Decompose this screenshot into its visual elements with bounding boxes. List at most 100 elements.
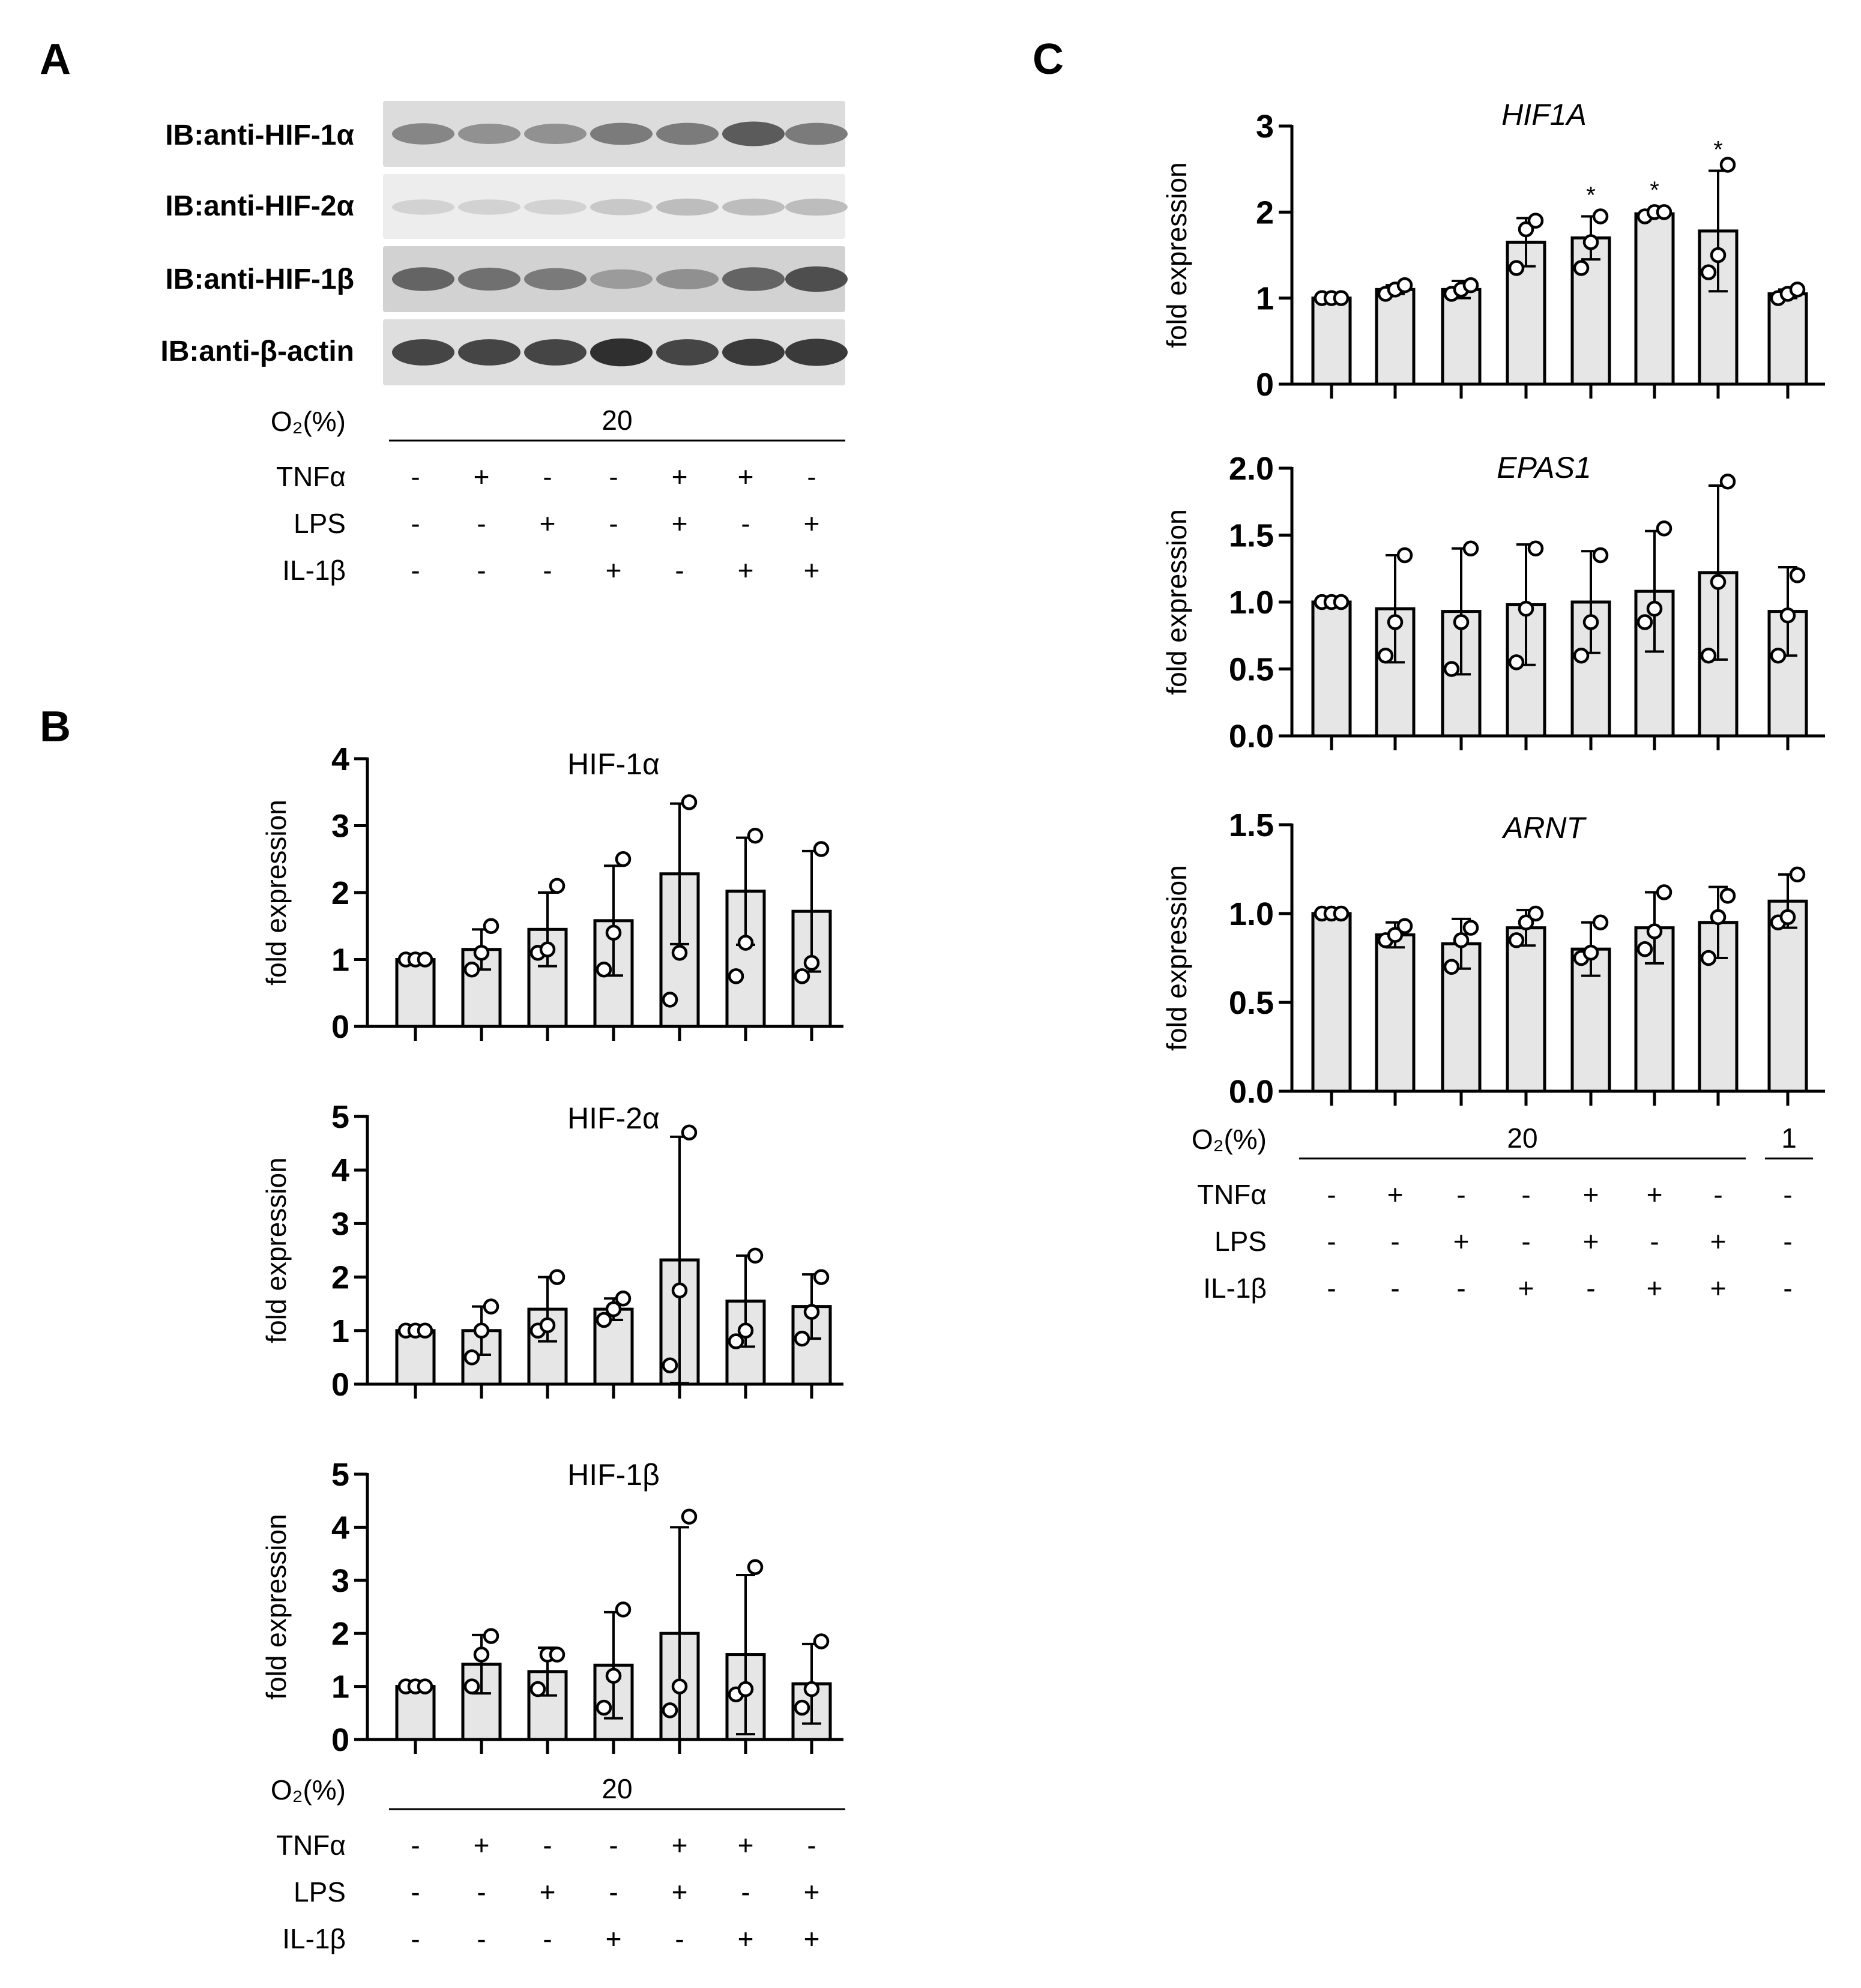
c-cond-mark: - bbox=[1327, 1179, 1336, 1210]
a-cond-mark: - bbox=[477, 508, 486, 539]
blot-band bbox=[722, 339, 785, 366]
data-point bbox=[1789, 866, 1806, 883]
chart-title: HIF-1β bbox=[567, 1458, 660, 1492]
a-cond-mark: - bbox=[741, 508, 750, 539]
blot-band bbox=[458, 124, 520, 144]
a-cond-mark: - bbox=[543, 461, 552, 492]
c-cond-mark: + bbox=[1453, 1226, 1470, 1257]
b-cond-mark: - bbox=[543, 1830, 552, 1861]
chart-title: HIF-2α bbox=[567, 1101, 660, 1135]
blot-band bbox=[722, 267, 785, 291]
data-point bbox=[1527, 540, 1544, 557]
data-point bbox=[1396, 918, 1413, 934]
b-cond-mark: - bbox=[807, 1830, 816, 1861]
significance-star: * bbox=[1713, 137, 1723, 163]
a-cond-mark: - bbox=[609, 461, 618, 492]
y-tick-label: 0.0 bbox=[1229, 718, 1274, 755]
data-point bbox=[473, 1322, 490, 1339]
data-point bbox=[671, 1282, 688, 1299]
a-cond-mark: - bbox=[477, 555, 486, 586]
data-point bbox=[1333, 290, 1350, 306]
y-tick-label: 0 bbox=[1256, 367, 1274, 403]
bar bbox=[1375, 288, 1416, 386]
b-cond-o2-value: 20 bbox=[602, 1773, 632, 1804]
data-point bbox=[605, 1301, 622, 1318]
data-point bbox=[747, 827, 764, 844]
b-cond-mark: + bbox=[804, 1876, 820, 1908]
data-point bbox=[1582, 944, 1599, 961]
data-point bbox=[813, 1633, 830, 1649]
data-point bbox=[463, 1349, 480, 1366]
a-cond-mark: + bbox=[738, 461, 754, 492]
data-point bbox=[747, 1247, 764, 1264]
data-point bbox=[1462, 540, 1479, 557]
b-cond-mark: - bbox=[411, 1876, 420, 1908]
y-tick-label: 3 bbox=[331, 1206, 349, 1242]
a-cond-mark: + bbox=[738, 555, 754, 586]
y-tick-label: 1 bbox=[331, 1313, 349, 1349]
data-point bbox=[615, 1601, 632, 1618]
bar bbox=[1634, 212, 1675, 386]
data-point bbox=[483, 918, 499, 934]
blot-band bbox=[656, 339, 719, 366]
blot-band bbox=[458, 339, 520, 366]
data-point bbox=[803, 1304, 820, 1320]
y-tick-label: 1 bbox=[1256, 281, 1274, 317]
bar bbox=[1311, 600, 1352, 738]
blot-band bbox=[524, 124, 587, 144]
blot-band bbox=[785, 339, 848, 366]
a-cond-row-label: TNFα bbox=[276, 461, 346, 492]
data-point bbox=[1582, 614, 1599, 630]
data-point bbox=[549, 878, 566, 894]
data-point bbox=[737, 1681, 754, 1697]
c-cond-mark: - bbox=[1783, 1179, 1792, 1210]
blot-band bbox=[590, 122, 653, 145]
data-point bbox=[1377, 647, 1394, 664]
b-cond-mark: + bbox=[474, 1830, 490, 1861]
c-cond-mark: - bbox=[1390, 1273, 1399, 1304]
data-point bbox=[1592, 208, 1609, 224]
a-cond-row-label: IL-1β bbox=[282, 555, 346, 586]
data-point bbox=[539, 1317, 556, 1334]
y-axis-label: fold expression bbox=[261, 1514, 292, 1699]
y-tick-label: 1.5 bbox=[1229, 807, 1274, 843]
data-point bbox=[1636, 614, 1653, 630]
data-point bbox=[1527, 905, 1544, 922]
y-tick-label: 0.0 bbox=[1229, 1074, 1274, 1110]
b-cond-o2-label: O₂(%) bbox=[271, 1774, 346, 1806]
b-cond-mark: + bbox=[540, 1876, 556, 1908]
b-cond-mark: - bbox=[411, 1923, 420, 1954]
c-cond-o2-value: 1 bbox=[1781, 1122, 1797, 1154]
b-cond-mark: + bbox=[606, 1923, 622, 1954]
data-point bbox=[794, 968, 810, 984]
c-cond-row-label: TNFα bbox=[1197, 1179, 1267, 1210]
data-point bbox=[1462, 920, 1479, 936]
data-point bbox=[1387, 927, 1404, 943]
blot-band bbox=[722, 121, 785, 146]
chart-title: EPAS1 bbox=[1497, 451, 1591, 484]
chart-title: HIF1A bbox=[1501, 98, 1587, 131]
data-point bbox=[662, 992, 678, 1008]
data-point bbox=[813, 1269, 830, 1285]
data-point bbox=[1508, 260, 1525, 276]
b-cond-row-label: TNFα bbox=[276, 1830, 346, 1861]
c-cond-mark: - bbox=[1327, 1226, 1336, 1257]
a-cond-mark: - bbox=[543, 555, 552, 586]
blot-band bbox=[785, 198, 848, 216]
data-point bbox=[1333, 905, 1350, 922]
y-tick-label: 0.5 bbox=[1229, 985, 1274, 1021]
bar bbox=[1570, 600, 1611, 738]
bar bbox=[1506, 926, 1546, 1093]
a-cond-mark: + bbox=[606, 555, 622, 586]
y-tick-label: 2 bbox=[1256, 194, 1274, 230]
data-point bbox=[1518, 221, 1534, 238]
data-point bbox=[1592, 914, 1609, 931]
data-point bbox=[615, 851, 632, 867]
bar bbox=[395, 958, 436, 1028]
y-tick-label: 5 bbox=[331, 1099, 349, 1135]
y-tick-label: 2.0 bbox=[1229, 451, 1274, 487]
bar bbox=[395, 1685, 436, 1741]
y-tick-label: 3 bbox=[1256, 109, 1274, 145]
data-point bbox=[1779, 607, 1796, 624]
data-point bbox=[1573, 260, 1590, 276]
